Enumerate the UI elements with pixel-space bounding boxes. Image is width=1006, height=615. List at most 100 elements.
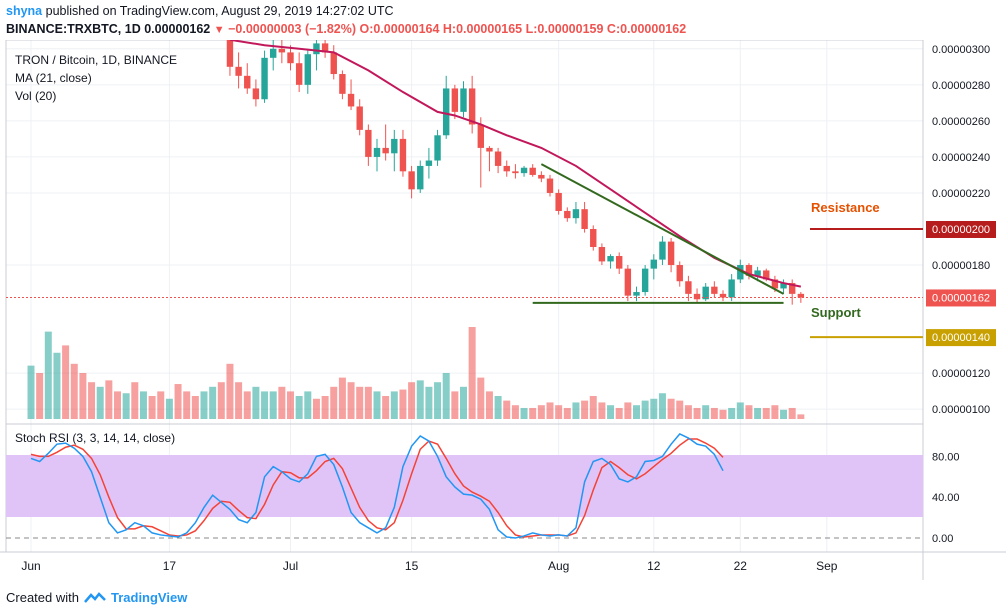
volume-bar [88, 382, 96, 419]
upper-trendline [540, 163, 785, 295]
candle-body [503, 165, 510, 172]
volume-bar [114, 391, 121, 419]
trendline-layer [6, 163, 923, 339]
candle-body [399, 138, 407, 172]
candle-body [226, 39, 234, 67]
volume-bar [252, 386, 260, 419]
volume-bar [356, 386, 364, 419]
support-price-tag: 0.00000140 [932, 332, 990, 344]
volume-bar [485, 391, 493, 419]
volume-bar [503, 400, 511, 419]
volume-bar [79, 373, 87, 419]
volume-bar [434, 382, 442, 419]
volume-bar [390, 391, 398, 419]
volume-bar [312, 398, 320, 419]
candle-body [425, 160, 433, 166]
price-tick-label: 0.00000180 [932, 260, 990, 272]
time-tick-label: 12 [647, 559, 661, 573]
volume-bar [598, 402, 606, 419]
volume-bar [36, 373, 44, 419]
stoch-legend: Stoch RSI (3, 3, 14, 14, close) [15, 431, 175, 445]
candle-body [650, 259, 657, 269]
footer: Created with TradingView [6, 590, 187, 605]
volume-bar [243, 391, 251, 419]
volume-bar [139, 391, 147, 419]
volume-bar [667, 398, 675, 419]
stoch-tick-label: 0.00 [932, 533, 953, 545]
candle-body [235, 66, 242, 76]
candle-body [572, 209, 580, 219]
candle-body [771, 279, 779, 289]
volume-bar [719, 409, 727, 419]
candle-body [512, 171, 519, 174]
tradingview-logo-icon [84, 591, 106, 603]
volume-bar [589, 396, 597, 419]
candle-body [607, 256, 614, 262]
published-text: published on TradingView.com, August 29,… [45, 4, 394, 18]
price-change: −0.00000003 (−1.82%) [228, 22, 357, 36]
candle-body [641, 268, 649, 293]
candle-body [486, 147, 493, 152]
candle-body [330, 52, 337, 75]
candle-body [278, 48, 286, 53]
volume-layer [27, 327, 805, 419]
chart-area[interactable]: 0.00000300 0.00000280 0.00000260 0.00000240… [0, 30, 1006, 580]
candle-body [581, 209, 588, 229]
volume-bar [797, 414, 805, 419]
candle-body [382, 147, 389, 154]
candle-layer [226, 30, 805, 305]
volume-bar [399, 389, 407, 419]
volume-bar [122, 393, 130, 419]
volume-bar [27, 365, 35, 419]
volume-bar [373, 391, 381, 419]
volume-bar [468, 327, 476, 419]
candle-body [244, 75, 251, 89]
volume-bar [754, 407, 762, 419]
stoch-k-line [30, 433, 724, 539]
candle-body [745, 265, 753, 276]
volume-bar [581, 400, 589, 419]
volume-bar [511, 405, 519, 419]
candle-body [365, 129, 372, 157]
time-tick-label: Sep [816, 559, 838, 573]
volume-bar [494, 396, 502, 419]
resistance-price-tag: 0.00000200 [932, 224, 990, 236]
last-price: 0.00000162 [144, 22, 211, 36]
volume-bar [762, 407, 770, 419]
candle-body [693, 293, 701, 300]
volume-bar [650, 398, 658, 419]
candle-body [295, 63, 303, 85]
author-name[interactable]: shyna [6, 4, 43, 18]
candle-body [391, 138, 398, 154]
volume-bar [460, 386, 467, 419]
price-tick-label: 0.00000100 [932, 404, 990, 416]
volume-bar [200, 391, 208, 419]
tradingview-brand[interactable]: TradingView [110, 590, 188, 605]
price-tick-label: 0.00000240 [932, 152, 990, 164]
candle-body [460, 88, 467, 112]
candle-body [728, 279, 735, 298]
volume-bar [338, 377, 346, 419]
volume-bar [633, 405, 640, 419]
stoch-layer [30, 433, 724, 539]
last-price-tag: 0.00000162 [932, 292, 990, 304]
candle-body [754, 270, 761, 276]
time-tick-label: 15 [405, 559, 419, 573]
volume-bar [780, 409, 788, 419]
volume-bar [710, 407, 718, 419]
candle-body [719, 293, 727, 298]
volume-bar [684, 405, 692, 419]
candle-body [538, 174, 545, 179]
volume-bar [676, 400, 684, 419]
candle-body [339, 74, 346, 94]
resistance-price-tag-bg [926, 220, 996, 238]
candle-body [451, 88, 459, 112]
volume-bar [658, 393, 666, 419]
stoch-d-line [30, 438, 724, 538]
volume-bar [745, 405, 753, 419]
down-triangle-icon: ▼ [213, 24, 225, 36]
volume-bar [607, 405, 615, 419]
volume-bar [261, 391, 269, 419]
price-chart-svg[interactable]: 0.00000300 0.00000280 0.00000260 0.00000240… [0, 30, 1006, 580]
candle-body [763, 270, 770, 280]
